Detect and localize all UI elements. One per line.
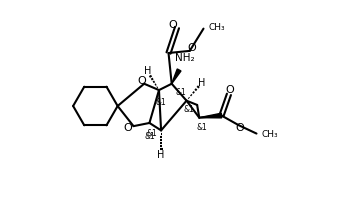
Text: &1: &1	[144, 132, 155, 141]
Text: O: O	[138, 75, 147, 86]
Text: &1: &1	[146, 129, 157, 138]
Text: &1: &1	[183, 105, 194, 114]
Polygon shape	[172, 69, 181, 84]
Text: CH₃: CH₃	[208, 23, 225, 32]
Text: H: H	[144, 66, 151, 76]
Text: O: O	[236, 123, 245, 133]
Text: O: O	[168, 20, 177, 31]
Text: O: O	[188, 43, 196, 53]
Polygon shape	[199, 113, 222, 118]
Text: &1: &1	[156, 98, 166, 107]
Text: &1: &1	[176, 88, 187, 97]
Text: O: O	[124, 123, 133, 133]
Text: H: H	[158, 150, 165, 160]
Text: CH₃: CH₃	[262, 130, 279, 139]
Text: O: O	[225, 85, 234, 95]
Text: &1: &1	[196, 123, 207, 132]
Text: NH₂: NH₂	[175, 53, 194, 63]
Text: H: H	[198, 78, 205, 88]
